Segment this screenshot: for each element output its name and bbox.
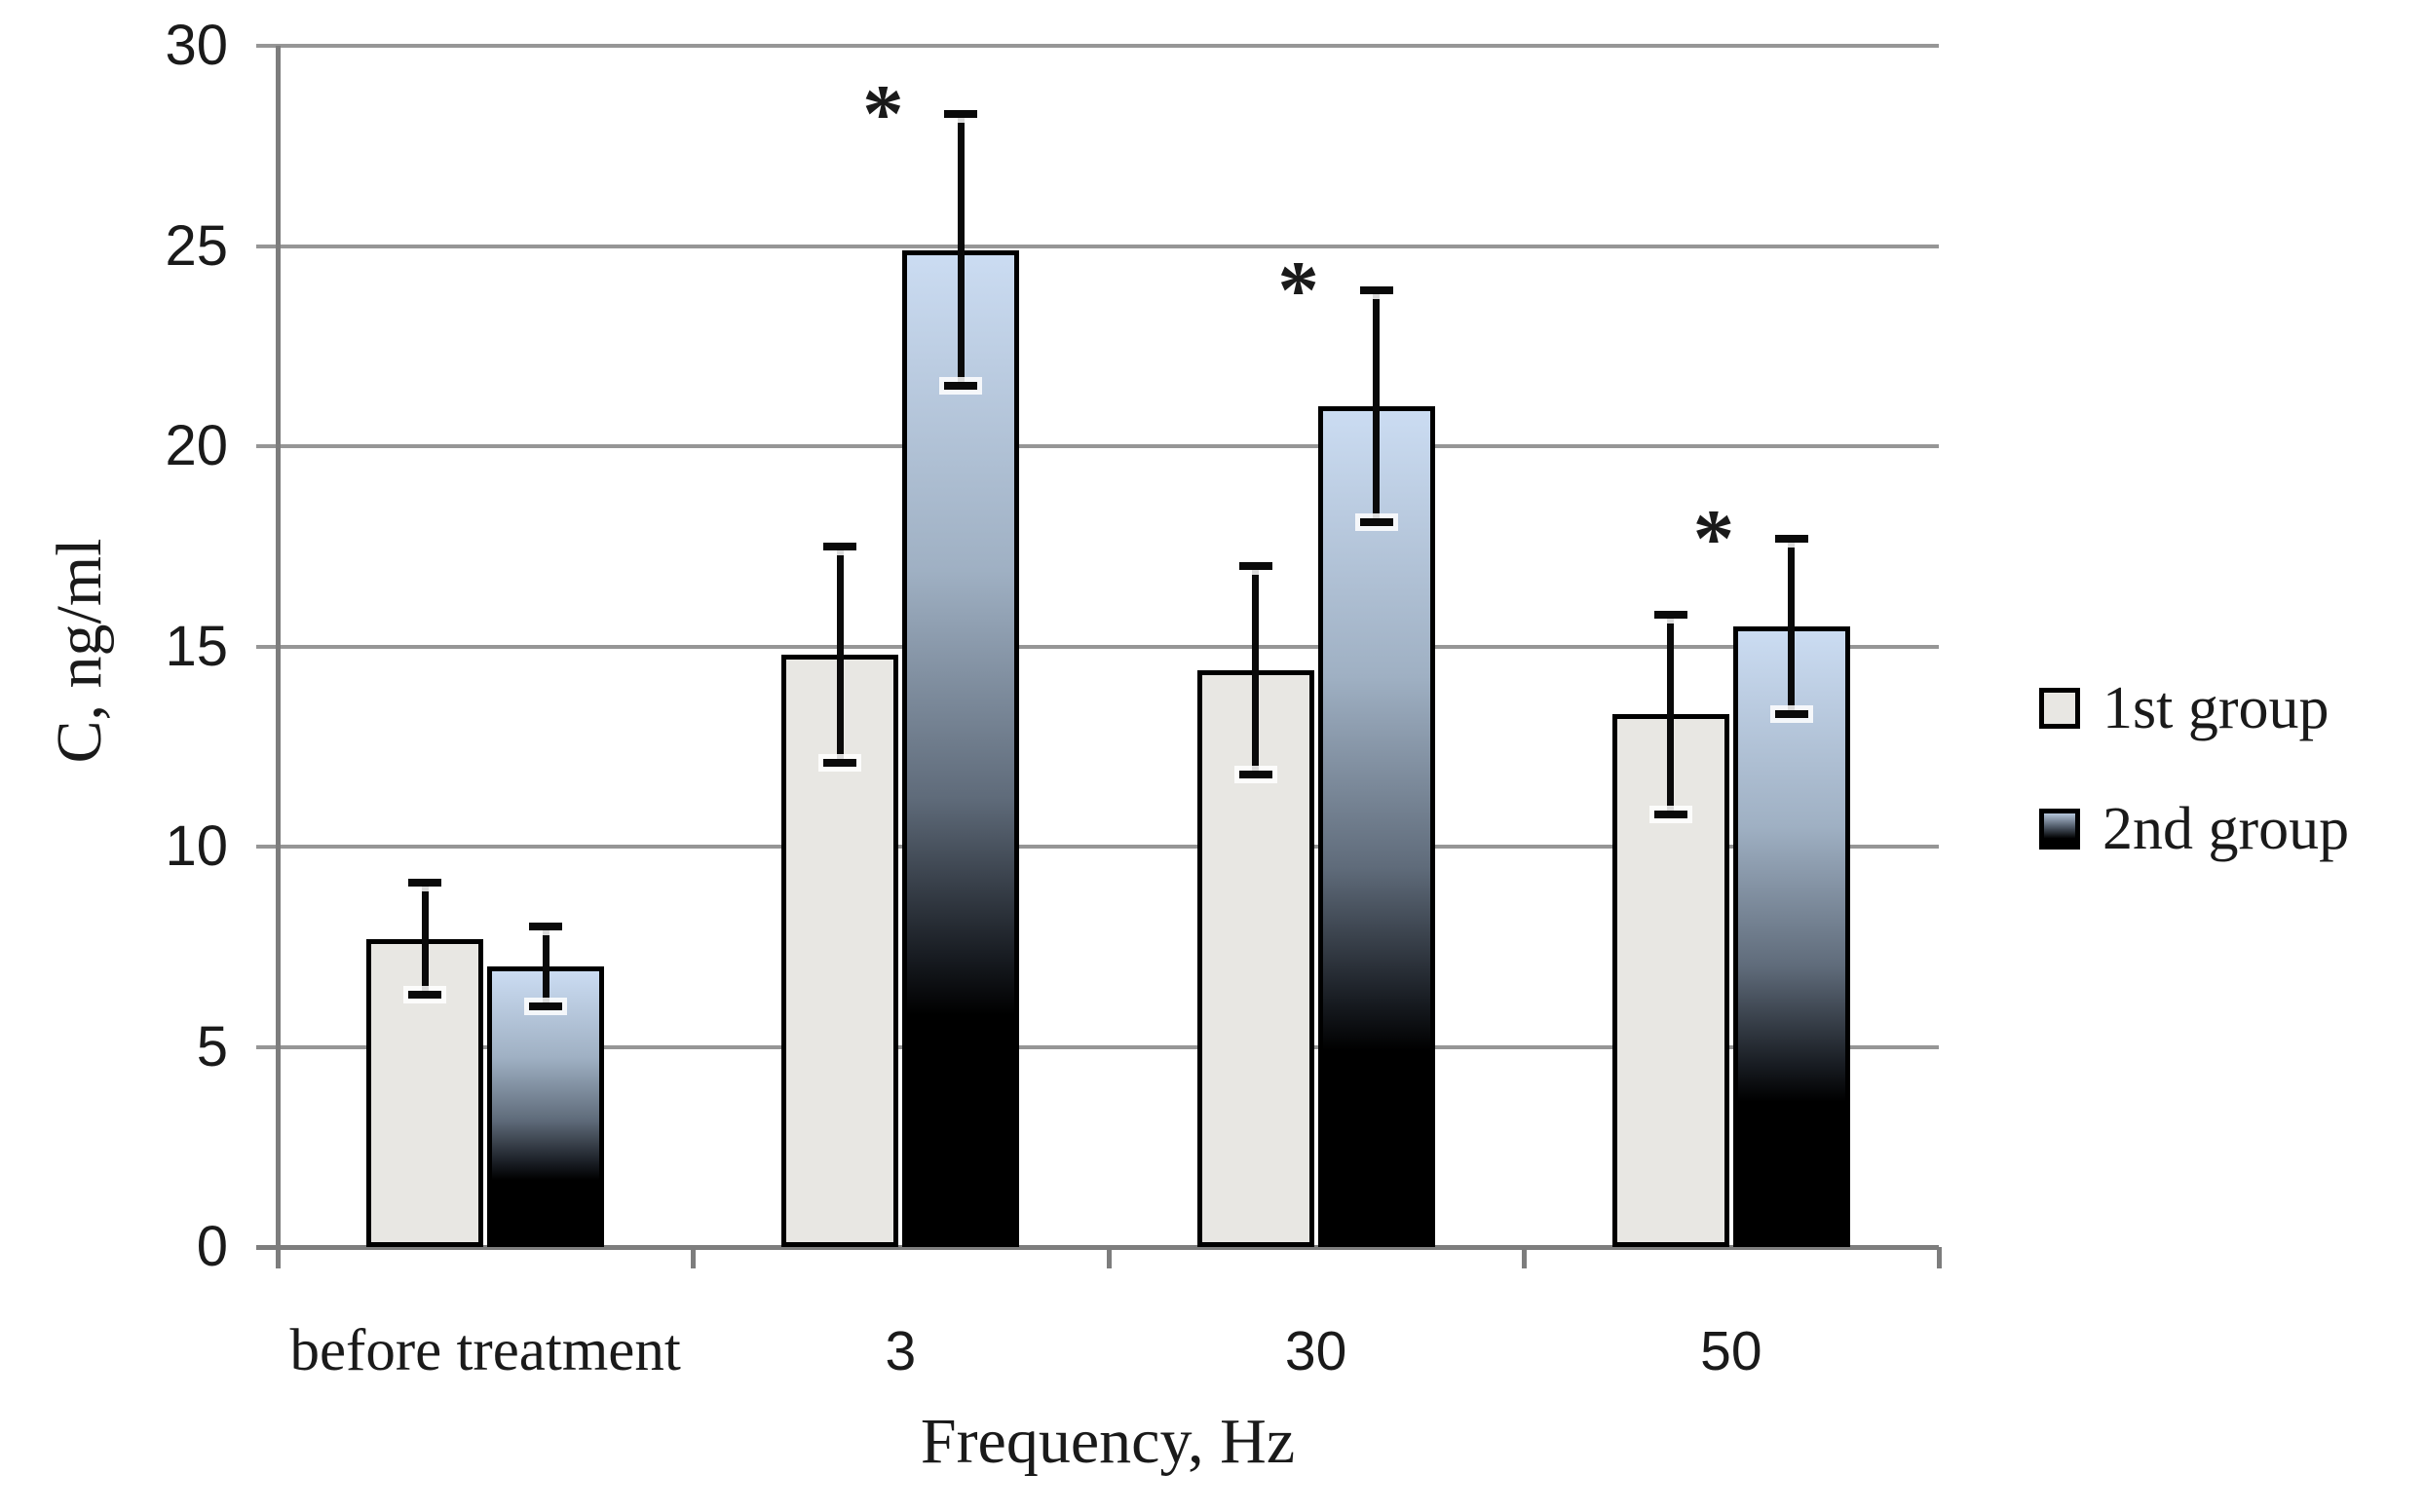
gridline (256, 244, 1939, 248)
plot-area: * * * (256, 44, 1942, 1268)
legend-label: 1st group (2102, 675, 2329, 741)
gridline (256, 44, 1939, 48)
gridline (256, 444, 1939, 448)
bar-group2-before-treatment (487, 966, 605, 1247)
bar-group2-3 (902, 249, 1020, 1247)
error-bar-line (1788, 538, 1796, 715)
error-bar-cap-top (1774, 534, 1808, 543)
significance-asterisk: * (862, 67, 904, 160)
y-tick-label: 5 (196, 1014, 228, 1078)
x-axis-tick (691, 1247, 697, 1268)
error-bar-cap-bottom (529, 1002, 563, 1011)
error-bar-cap-bottom (1359, 518, 1393, 527)
legend-swatch-group1 (2039, 688, 2080, 729)
gridline (256, 1044, 1939, 1049)
error-bar-cap-top (529, 923, 563, 931)
gridline (256, 644, 1939, 649)
error-bar-cap-bottom (1238, 771, 1272, 779)
bar-group2-50 (1732, 625, 1850, 1247)
y-tick-label: 15 (165, 614, 228, 678)
y-axis-line (276, 46, 281, 1268)
x-axis-tick (1937, 1247, 1942, 1268)
error-bar-line (421, 882, 429, 996)
error-bar-line (1373, 289, 1381, 523)
x-tick-label: 3 (885, 1320, 917, 1382)
x-tick-label: 50 (1700, 1320, 1762, 1382)
y-tick-label: 30 (165, 14, 228, 77)
x-tick-label: 30 (1284, 1320, 1347, 1382)
legend-label: 2nd group (2102, 796, 2350, 862)
error-bar-cap-top (408, 878, 442, 887)
error-bar-cap-bottom (1774, 710, 1808, 719)
error-bar-line (957, 113, 965, 387)
error-bar-cap-top (1359, 285, 1393, 294)
error-bar-cap-top (1238, 562, 1272, 571)
error-bar-cap-bottom (944, 382, 978, 391)
error-bar-line (1252, 566, 1260, 775)
x-axis-line (256, 1245, 1939, 1250)
y-tick-label: 10 (165, 814, 228, 878)
error-bar-line (1667, 614, 1675, 815)
error-bar-cap-top (944, 109, 978, 118)
error-bar-cap-top (823, 542, 857, 550)
error-bar-cap-bottom (1653, 811, 1687, 819)
x-axis-tick (1106, 1247, 1112, 1268)
gridline (256, 845, 1939, 849)
x-tick-label: before treatment (289, 1318, 681, 1383)
y-tick-label: 20 (165, 414, 228, 477)
legend-swatch-group2 (2039, 809, 2080, 850)
bar-group2-30 (1317, 405, 1435, 1247)
significance-asterisk: * (1277, 244, 1319, 336)
error-bar-cap-top (1653, 610, 1687, 619)
y-tick-label: 0 (196, 1215, 228, 1278)
x-axis-tick (1521, 1247, 1527, 1268)
x-axis-title: Frequency, Hz (920, 1406, 1296, 1477)
error-bar-cap-bottom (408, 991, 442, 1000)
error-bar-cap-bottom (823, 758, 857, 767)
y-tick-label: 25 (165, 213, 228, 278)
significance-asterisk: * (1692, 492, 1735, 585)
error-bar-line (836, 546, 844, 763)
error-bar-line (542, 926, 549, 1007)
